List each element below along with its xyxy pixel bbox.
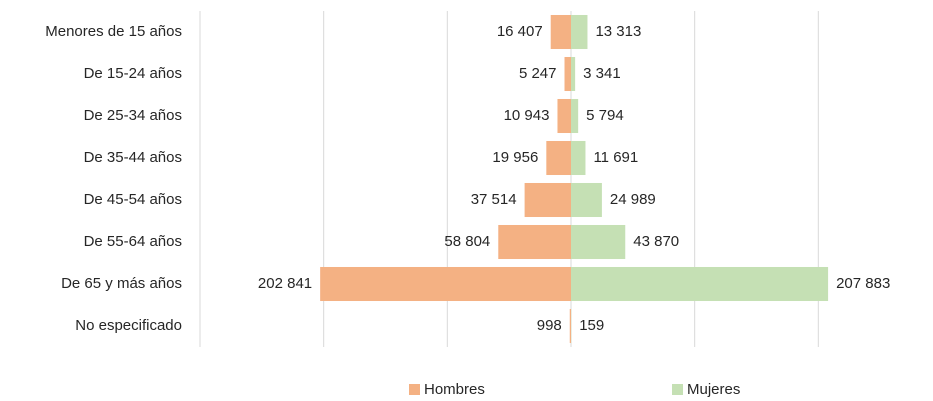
bar <box>320 266 571 302</box>
legend-swatch <box>672 384 683 395</box>
bar <box>564 56 571 92</box>
bar <box>571 98 579 134</box>
data-label: 24 989 <box>610 191 656 208</box>
data-label: 11 691 <box>593 149 638 166</box>
y-tick-label: De 25-34 años <box>84 107 182 124</box>
data-label: 3 341 <box>583 65 621 82</box>
data-label: 13 313 <box>595 23 641 40</box>
y-tick-label: De 45-54 años <box>84 191 182 208</box>
y-tick-label: De 35-44 años <box>84 149 182 166</box>
y-tick-label: De 15-24 años <box>84 65 182 82</box>
bar <box>571 56 576 92</box>
data-label: 10 943 <box>504 107 550 124</box>
bar <box>571 140 586 176</box>
bar <box>571 266 829 302</box>
data-label: 159 <box>579 317 604 334</box>
data-label: 19 956 <box>492 149 538 166</box>
bar <box>557 98 571 134</box>
y-tick-label: No especificado <box>75 317 182 334</box>
bar <box>571 224 626 260</box>
bar <box>571 182 602 218</box>
bar <box>498 224 571 260</box>
bar <box>569 308 571 344</box>
data-label: 5 247 <box>519 65 557 82</box>
data-label: 207 883 <box>836 275 890 292</box>
legend-swatch <box>409 384 420 395</box>
y-tick-label: De 65 y más años <box>61 275 182 292</box>
y-tick-label: Menores de 15 años <box>45 23 182 40</box>
data-label: 58 804 <box>444 233 490 250</box>
bar <box>550 14 571 50</box>
bar <box>546 140 571 176</box>
data-label: 998 <box>537 317 562 334</box>
data-label: 202 841 <box>258 275 312 292</box>
legend-label: Hombres <box>424 381 485 398</box>
data-label: 37 514 <box>471 191 517 208</box>
bar <box>571 14 588 50</box>
data-label: 43 870 <box>633 233 679 250</box>
data-label: 5 794 <box>586 107 624 124</box>
bar <box>524 182 571 218</box>
legend-label: Mujeres <box>687 381 740 398</box>
data-label: 16 407 <box>497 23 543 40</box>
y-tick-label: De 55-64 años <box>84 233 182 250</box>
